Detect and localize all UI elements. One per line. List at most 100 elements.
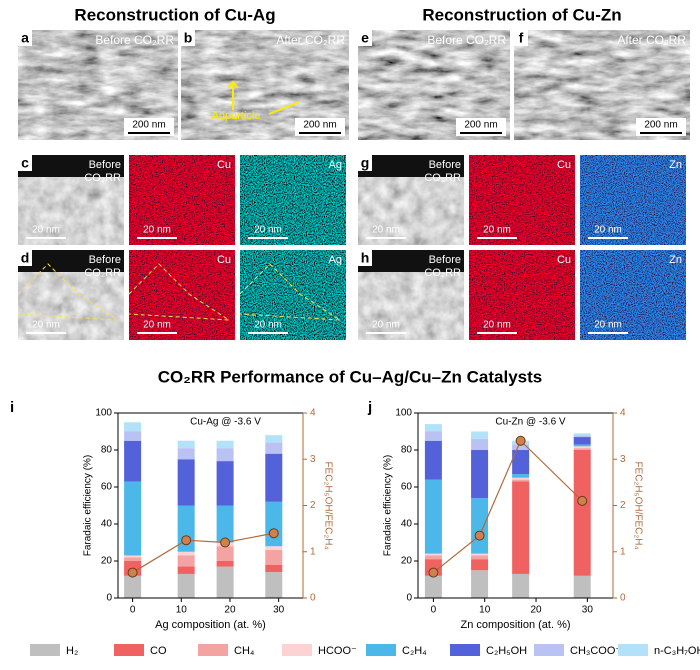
vacuum — [358, 155, 464, 177]
scale-bg — [295, 118, 345, 136]
y2-tick-label: 1 — [310, 546, 316, 557]
panel-label: j — [367, 399, 372, 416]
panel-label: g — [361, 155, 370, 171]
bar-segment — [216, 566, 234, 598]
bar-segment — [424, 553, 442, 556]
scale-label: 200 nm — [644, 120, 677, 131]
legend-label: C₂H₄ — [402, 645, 427, 657]
bar-segment — [177, 573, 195, 598]
bar-segment — [424, 479, 442, 554]
image-caption: Before — [429, 159, 461, 171]
bar-segment — [265, 501, 283, 547]
panel-label-bg — [18, 30, 32, 46]
element-label: Ag — [329, 254, 342, 266]
ratio-marker — [220, 537, 231, 548]
eds-map — [240, 155, 346, 245]
bar-segment — [177, 448, 195, 460]
element-label: Zn — [669, 254, 682, 266]
legend-label: HCOO⁻ — [318, 645, 357, 657]
element-label: Zn — [669, 159, 682, 171]
chart-annotation: Cu-Zn @ -3.6 V — [495, 417, 566, 428]
bar-segment — [124, 431, 142, 441]
y-tick-label: 0 — [406, 593, 412, 604]
scale-label: 200 nm — [132, 120, 165, 131]
legend-swatch — [198, 644, 228, 656]
boundary — [239, 263, 342, 321]
x-axis-label: Zn composition (at. %) — [460, 619, 570, 631]
y2-tick-label: 1 — [620, 546, 626, 557]
bar-segment — [573, 444, 591, 447]
ratio-marker — [268, 528, 279, 539]
x-tick-label: 20 — [224, 605, 236, 616]
y2-tick-label: 0 — [620, 593, 626, 604]
y2-axis-label: FEC₂H₅OH/FEC₂H₄ — [632, 461, 643, 549]
y-tick-label: 20 — [401, 556, 413, 567]
y-tick-label: 80 — [101, 445, 113, 456]
legend-swatch — [366, 644, 396, 656]
x-tick-label: 0 — [431, 605, 437, 616]
eds-map — [580, 155, 686, 245]
bar-segment — [471, 431, 489, 439]
panel-label: b — [184, 30, 193, 46]
x-tick-label: 0 — [130, 605, 136, 616]
bar-segment — [265, 549, 283, 565]
bar-segment — [471, 498, 489, 554]
y-tick-label: 60 — [101, 482, 113, 493]
image-caption: Before — [89, 159, 121, 171]
bar-segment — [177, 440, 195, 449]
x-axis-label: Ag composition (at. %) — [155, 619, 266, 631]
legend-label: CH₄ — [234, 645, 255, 657]
scale-bg — [636, 118, 686, 136]
bar-segment — [177, 459, 195, 506]
image-caption: CO₂RR — [424, 267, 461, 279]
scale-label: 20 nm — [594, 320, 622, 331]
legend-label: C₂H₅OH — [486, 645, 527, 657]
image-caption: Before CO₂RR — [427, 33, 506, 47]
y-tick-label: 40 — [401, 519, 413, 530]
panel-label-bg — [358, 250, 372, 266]
bar-segment — [512, 573, 530, 598]
bar-segment — [216, 440, 234, 449]
panel-label: d — [21, 250, 30, 266]
bar-segment — [573, 450, 591, 576]
annotation: Adparticle — [212, 110, 261, 122]
x-tick-label: 20 — [530, 605, 542, 616]
eds-map — [469, 250, 575, 340]
scale-label: 200 nm — [464, 120, 497, 131]
scale-label: 20 nm — [143, 320, 171, 331]
scale-bg — [456, 118, 506, 136]
y2-tick-label: 3 — [310, 454, 316, 465]
panel-label: h — [361, 250, 370, 266]
bar-segment — [471, 553, 489, 556]
bar-segment — [471, 555, 489, 560]
bar-segment — [216, 448, 234, 462]
element-label: Ag — [329, 159, 342, 171]
y2-tick-label: 2 — [620, 500, 626, 511]
bar-segment — [216, 461, 234, 506]
panel-label-bg — [18, 250, 32, 266]
ratio-marker — [515, 435, 526, 446]
legend-swatch — [534, 644, 564, 656]
eds-map — [129, 155, 235, 245]
y2-tick-label: 2 — [310, 500, 316, 511]
element-label: Cu — [217, 159, 231, 171]
scale-label: 20 nm — [372, 225, 400, 236]
legend-swatch — [114, 644, 144, 656]
chart-annotation: Cu-Ag @ -3.6 V — [190, 417, 261, 428]
bar-segment — [424, 424, 442, 432]
y-tick-label: 100 — [395, 408, 412, 419]
bar-segment — [265, 453, 283, 502]
panel-label: e — [361, 30, 369, 46]
y-tick-label: 100 — [95, 408, 112, 419]
bar-segment — [265, 442, 283, 454]
scale-label: 20 nm — [143, 225, 171, 236]
bar-segment — [573, 437, 591, 445]
bar-segment — [471, 570, 489, 598]
image-caption: Before — [89, 254, 121, 266]
image-caption: After CO₂RR — [276, 33, 345, 47]
bar-segment — [573, 433, 591, 436]
x-tick-label: 30 — [273, 605, 285, 616]
legend-swatch — [450, 644, 480, 656]
panel-label-bg — [181, 30, 195, 46]
y2-axis-label: FEC₂H₅OH/FEC₂H₄ — [322, 461, 333, 549]
